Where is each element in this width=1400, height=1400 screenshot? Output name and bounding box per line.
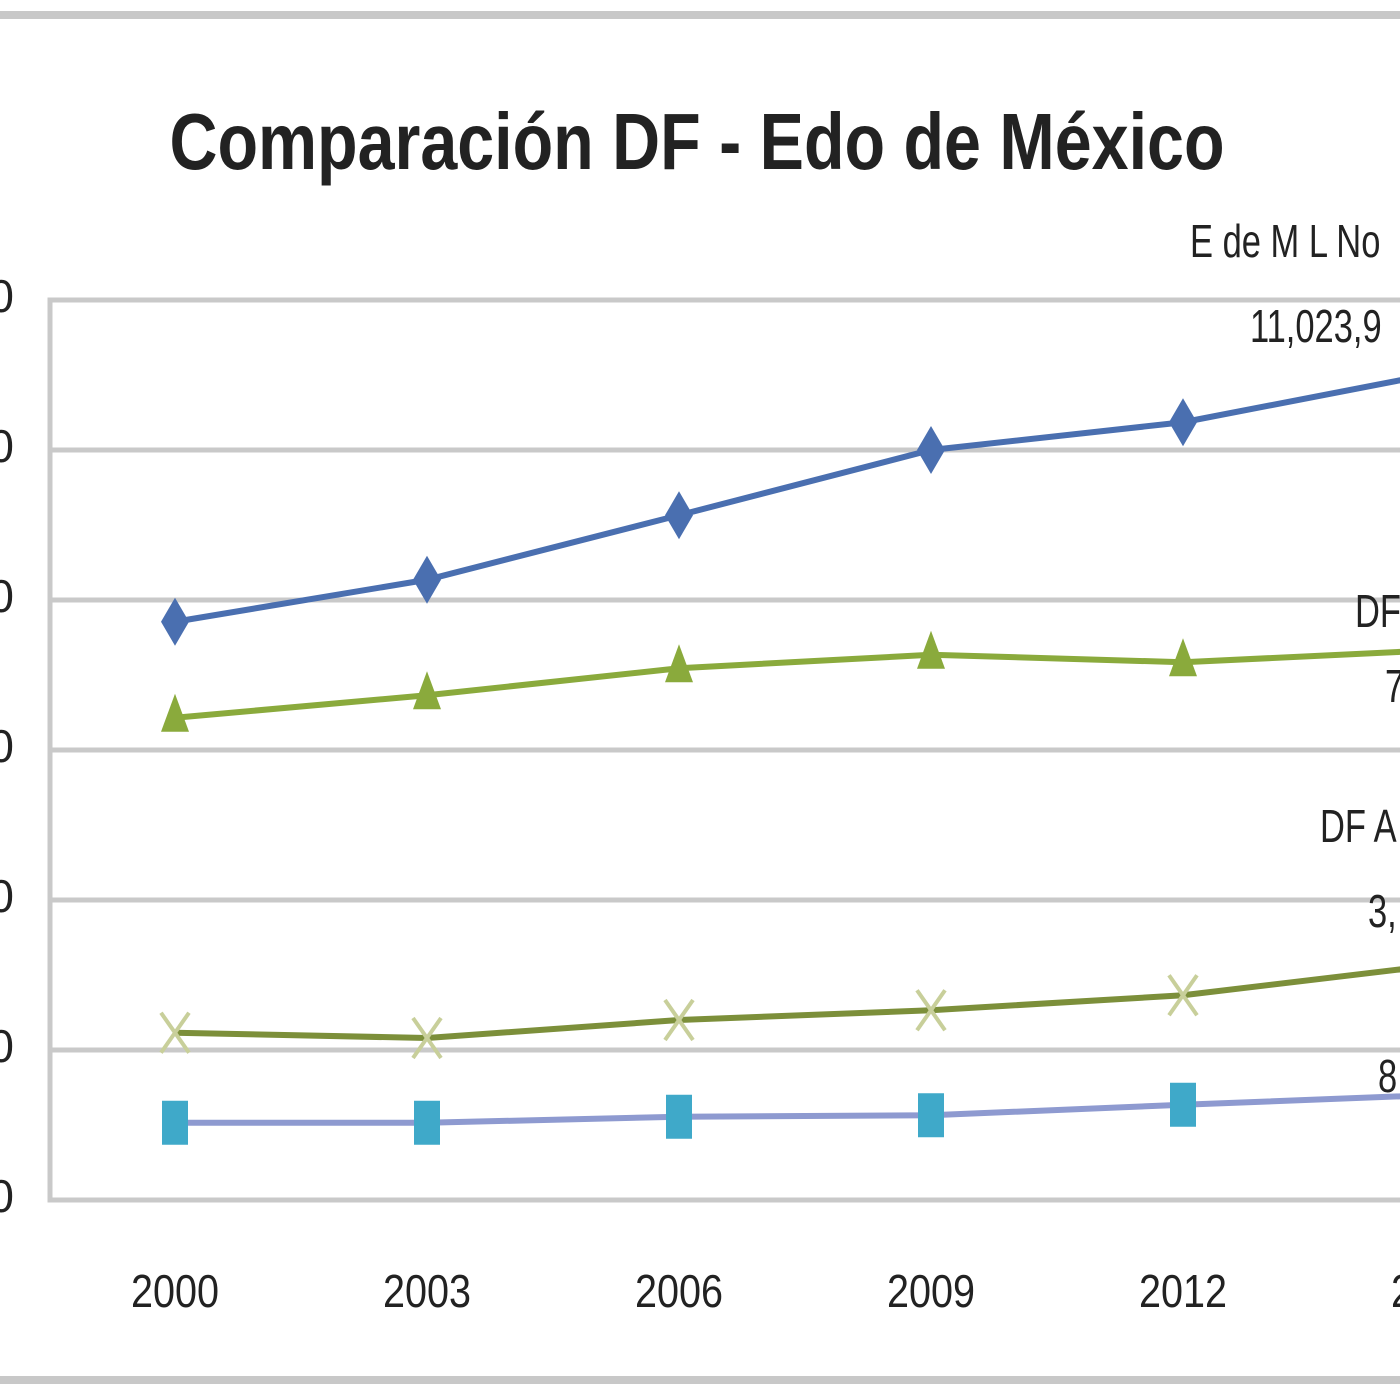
y-tick-label: 10,000,000 <box>0 420 14 472</box>
point <box>1167 974 1199 1017</box>
point <box>413 555 441 604</box>
series-line <box>174 648 1400 721</box>
point <box>162 1100 188 1145</box>
point <box>918 1093 944 1138</box>
y-tick-label: 8,000,000 <box>0 570 14 622</box>
point <box>1169 398 1197 447</box>
y-tick-label: 0 <box>0 1170 14 1222</box>
point <box>665 491 693 540</box>
point <box>161 597 189 646</box>
x-tick-label: 2015 <box>1391 1265 1400 1317</box>
point <box>665 644 693 683</box>
y-tick-label: 6,000,000 <box>0 720 14 772</box>
point <box>159 1011 191 1054</box>
data-label: E de M L No <box>1190 215 1380 267</box>
chart-title: Comparación DF - Edo de México <box>170 97 1225 186</box>
series-line <box>175 1093 1400 1126</box>
point <box>411 1016 443 1060</box>
x-tick-label: 2000 <box>131 1265 219 1317</box>
data-label: 8 <box>1378 1050 1397 1102</box>
point <box>666 1094 692 1139</box>
point <box>917 426 945 474</box>
series-line <box>174 966 1400 1042</box>
x-tick-label: 2012 <box>1139 1265 1227 1317</box>
x-tick-label: 2009 <box>887 1265 975 1317</box>
point <box>663 998 695 1042</box>
point <box>917 630 945 669</box>
x-tick-label: 2003 <box>383 1265 471 1317</box>
x-tick-label: 2006 <box>635 1265 723 1317</box>
point <box>414 1100 440 1145</box>
data-label: DF <box>1355 585 1400 637</box>
point <box>1170 1082 1196 1127</box>
data-label: 11,023,9 <box>1250 300 1382 352</box>
point <box>161 693 189 732</box>
y-tick-label: 4,000,000 <box>0 870 14 922</box>
data-label: 3, <box>1368 885 1397 937</box>
series-line <box>174 377 1400 625</box>
y-tick-label: 12,000,000 <box>0 270 14 322</box>
y-tick-label: 2,000,000 <box>0 1020 14 1072</box>
point <box>1169 638 1197 677</box>
point <box>915 989 947 1032</box>
point <box>413 671 441 710</box>
data-label: DF A <box>1320 800 1397 852</box>
data-label: 7 <box>1385 660 1400 712</box>
